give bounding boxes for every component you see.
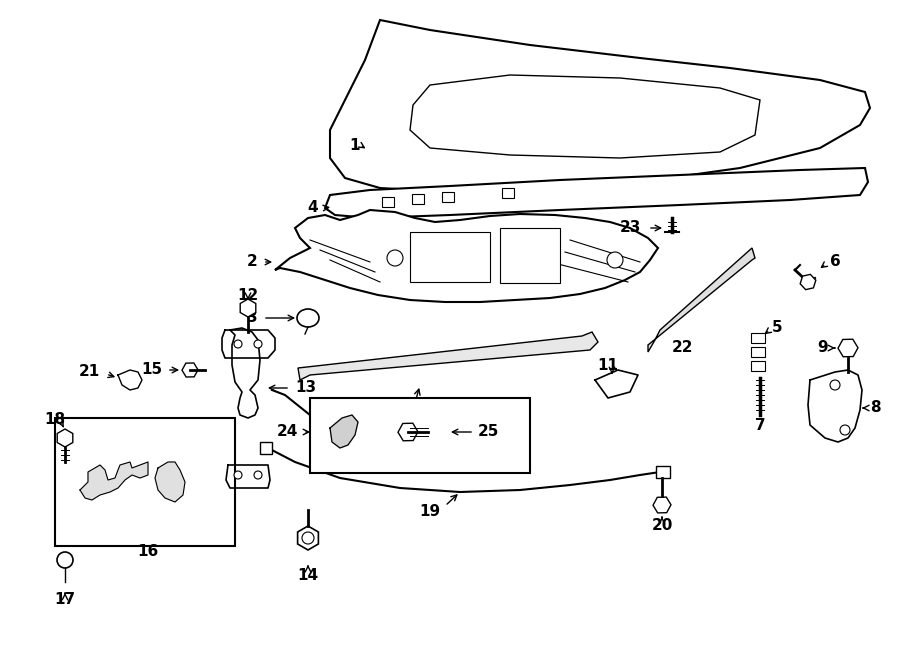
Bar [656,466,670,478]
Text: 6: 6 [830,254,841,270]
Bar [260,442,272,454]
Polygon shape [330,20,870,192]
Text: 16: 16 [138,545,158,559]
Bar [412,194,424,204]
Polygon shape [325,168,868,218]
Bar [410,232,490,282]
Circle shape [254,340,262,348]
Circle shape [607,252,623,268]
Text: 13: 13 [295,381,316,395]
Text: 12: 12 [238,288,258,303]
Polygon shape [230,328,260,418]
Circle shape [830,380,840,390]
Polygon shape [410,75,760,158]
Circle shape [57,552,73,568]
Text: 25: 25 [478,424,500,440]
Ellipse shape [297,309,319,327]
Polygon shape [118,370,142,390]
Circle shape [302,532,314,544]
Circle shape [840,425,850,435]
Text: 9: 9 [817,340,828,356]
Polygon shape [226,465,270,488]
Text: 19: 19 [419,504,441,520]
Bar [502,188,514,198]
Bar [751,347,765,357]
Bar [751,333,765,343]
Polygon shape [298,332,598,380]
Text: 24: 24 [276,424,298,440]
Polygon shape [80,462,148,500]
Polygon shape [595,370,638,398]
Text: 18: 18 [44,412,66,428]
Text: 15: 15 [141,362,162,377]
Text: 2: 2 [248,254,258,270]
Text: 17: 17 [54,592,76,607]
Text: 23: 23 [619,221,641,235]
Bar [310,398,530,473]
Circle shape [387,250,403,266]
Bar [751,361,765,371]
Text: 7: 7 [755,418,765,432]
Polygon shape [275,210,658,302]
Bar [55,418,235,546]
Bar [442,192,454,202]
Text: 1: 1 [350,137,360,153]
Text: 8: 8 [870,401,880,416]
Text: 14: 14 [297,568,319,582]
Text: 10: 10 [390,401,410,416]
Text: 3: 3 [248,311,258,325]
Text: 20: 20 [652,518,672,533]
Polygon shape [222,330,275,358]
Polygon shape [155,462,185,502]
Circle shape [254,471,262,479]
Text: 22: 22 [672,340,694,356]
Text: 5: 5 [772,321,783,336]
Bar [382,197,394,207]
Text: 4: 4 [308,200,318,215]
Text: 11: 11 [598,358,618,373]
Polygon shape [648,248,755,352]
Polygon shape [808,370,862,442]
Polygon shape [330,415,358,448]
Text: 21: 21 [79,364,100,379]
Circle shape [234,471,242,479]
Bar [500,228,560,283]
Circle shape [234,340,242,348]
